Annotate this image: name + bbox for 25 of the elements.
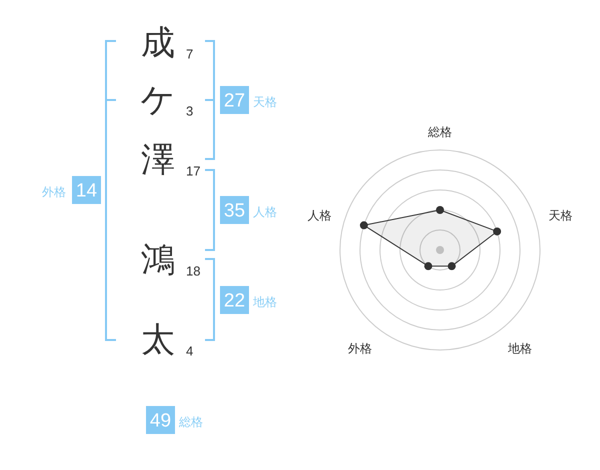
- text: 人格: [253, 205, 277, 219]
- data-label: 7: [186, 46, 194, 62]
- text: 14: [76, 180, 98, 202]
- text: 総格: [178, 415, 203, 429]
- data-label: 3: [186, 104, 194, 118]
- text: 22: [224, 290, 246, 312]
- category-label: 太: [141, 321, 175, 359]
- data-label: 18: [186, 264, 200, 278]
- text: 35: [224, 200, 246, 222]
- spoke-label: 外格: [348, 342, 372, 356]
- spoke-label: 総格: [427, 125, 452, 139]
- category-label: 鴻: [141, 241, 175, 279]
- data-label: 4: [186, 344, 194, 358]
- category-label: 澤: [141, 141, 175, 179]
- text: 外格: [42, 185, 66, 199]
- data-label: 17: [186, 164, 200, 178]
- category-label: 成: [141, 24, 175, 62]
- text: 地格: [252, 295, 277, 309]
- category-label: ケ: [140, 81, 176, 119]
- spoke-label: 天格: [548, 208, 573, 222]
- spoke-label: 地格: [506, 342, 532, 356]
- text: 27: [224, 90, 246, 112]
- text: 49: [150, 410, 172, 432]
- spoke-label: 人格: [307, 208, 332, 222]
- text: 天格: [253, 95, 277, 109]
